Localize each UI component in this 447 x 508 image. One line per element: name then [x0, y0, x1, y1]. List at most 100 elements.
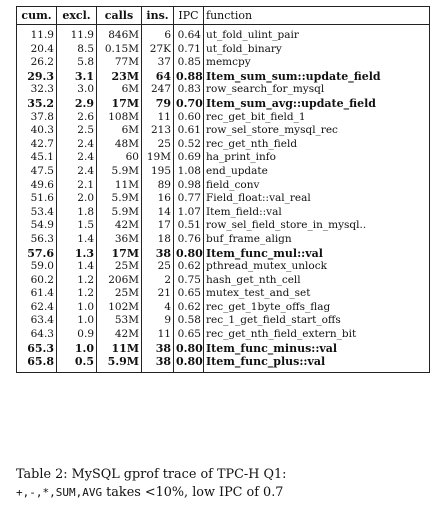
- cell-excl: 1.3: [56, 246, 97, 261]
- cell-function: row_search_for_mysql: [203, 83, 430, 97]
- cell-cum: 11.9: [16, 24, 57, 43]
- cell-ins: 11: [141, 328, 174, 342]
- table-row: 63.4 1.0 53M 9 0.58 rec_1_get_field_start_off…: [16, 314, 430, 329]
- cell-excl: 1.4: [56, 232, 97, 247]
- cell-ins: 89: [141, 178, 174, 193]
- table-row: 62.4 1.0 102M 4 0.62 rec_get_1byte_offs_flag: [16, 300, 430, 315]
- caption-operators: +,-,*,SUM,AVG: [16, 486, 103, 499]
- cell-ins: 19M: [141, 151, 174, 165]
- caption-line-1: Table 2: MySQL gprof trace of TPC-H Q1:: [16, 467, 287, 482]
- table-row: 32.3 3.0 6M 247 0.83 row_search_for_mysql: [16, 83, 430, 97]
- gprof-table-container: cum. excl. calls ins. IPC function 11.9 1…: [16, 6, 430, 373]
- cell-cum: 59.0: [16, 260, 57, 274]
- cell-calls: 108M: [96, 110, 142, 125]
- cell-ipc: 0.62: [173, 260, 204, 274]
- cell-excl: 3.0: [56, 83, 97, 97]
- cell-calls: 5.9M: [96, 355, 142, 373]
- cell-ins: 247: [141, 83, 174, 97]
- cell-function: row_sel_store_mysql_rec: [203, 124, 430, 138]
- cell-cum: 65.8: [16, 355, 57, 373]
- cell-calls: 17M: [96, 246, 142, 261]
- cell-ins: 79: [141, 96, 174, 111]
- cell-cum: 63.4: [16, 314, 57, 329]
- table-row: 37.8 2.6 108M 11 0.60 rec_get_bit_field_1: [16, 110, 430, 125]
- cell-excl: 8.5: [56, 42, 97, 57]
- table-row: 11.9 11.9 846M 6 0.64 ut_fold_ulint_pair: [16, 24, 430, 43]
- table-row: 45.1 2.4 60 19M 0.69 ha_print_info: [16, 151, 430, 165]
- cell-cum: 40.3: [16, 124, 57, 138]
- cell-ins: 17: [141, 219, 174, 233]
- cell-calls: 25M: [96, 260, 142, 274]
- cell-excl: 1.5: [56, 219, 97, 233]
- cell-calls: 42M: [96, 219, 142, 233]
- table-row: 57.6 1.3 17M 38 0.80 Item_func_mul::val: [16, 246, 430, 261]
- header-cum: cum.: [16, 6, 57, 25]
- cell-ipc: 0.52: [173, 137, 204, 152]
- table-row: 61.4 1.2 25M 21 0.65 mutex_test_and_set: [16, 287, 430, 301]
- table-row: 35.2 2.9 17M 79 0.70 Item_sum_avg::update_fie…: [16, 96, 430, 111]
- cell-ins: 18: [141, 232, 174, 247]
- cell-ipc: 0.80: [173, 355, 204, 373]
- cell-excl: 2.0: [56, 192, 97, 206]
- cell-function: hash_get_nth_cell: [203, 273, 430, 288]
- cell-function: ut_fold_ulint_pair: [203, 24, 430, 43]
- header-ipc: IPC: [173, 6, 204, 25]
- cell-ins: 4: [141, 300, 174, 315]
- cell-ins: 6: [141, 24, 174, 43]
- cell-ins: 14: [141, 205, 174, 220]
- cell-ipc: 0.75: [173, 273, 204, 288]
- cell-calls: 846M: [96, 24, 142, 43]
- header-calls: calls: [96, 6, 142, 25]
- cell-calls: 53M: [96, 314, 142, 329]
- cell-function: mutex_test_and_set: [203, 287, 430, 301]
- cell-excl: 2.5: [56, 124, 97, 138]
- cell-calls: 5.9M: [96, 205, 142, 220]
- table-row: 64.3 0.9 42M 11 0.65 rec_get_nth_field_extern…: [16, 328, 430, 342]
- cell-ins: 2: [141, 273, 174, 288]
- cell-function: pthread_mutex_unlock: [203, 260, 430, 274]
- cell-function: field_conv: [203, 178, 430, 193]
- cell-function: rec_get_nth_field_extern_bit: [203, 328, 430, 342]
- cell-excl: 1.0: [56, 341, 97, 356]
- cell-calls: 48M: [96, 137, 142, 152]
- cell-ipc: 1.07: [173, 205, 204, 220]
- cell-ipc: 0.70: [173, 96, 204, 111]
- cell-excl: 0.9: [56, 328, 97, 342]
- cell-ipc: 0.61: [173, 124, 204, 138]
- cell-ipc: 0.71: [173, 42, 204, 57]
- cell-function: rec_get_1byte_offs_flag: [203, 300, 430, 315]
- cell-calls: 42M: [96, 328, 142, 342]
- cell-excl: 2.4: [56, 164, 97, 179]
- cell-function: Item_func_mul::val: [203, 246, 430, 261]
- cell-ipc: 0.65: [173, 287, 204, 301]
- cell-ipc: 0.77: [173, 192, 204, 206]
- cell-function: rec_get_nth_field: [203, 137, 430, 152]
- table-row: 40.3 2.5 6M 213 0.61 row_sel_store_mysql_rec: [16, 124, 430, 138]
- cell-excl: 1.0: [56, 300, 97, 315]
- cell-ipc: 0.85: [173, 56, 204, 70]
- cell-calls: 5.9M: [96, 164, 142, 179]
- table-row: 49.6 2.1 11M 89 0.98 field_conv: [16, 178, 430, 193]
- table-row: 60.2 1.2 206M 2 0.75 hash_get_nth_cell: [16, 273, 430, 288]
- cell-cum: 62.4: [16, 300, 57, 315]
- cell-calls: 17M: [96, 96, 142, 111]
- table-header-row: cum. excl. calls ins. IPC function: [16, 6, 430, 25]
- cell-function: Item_sum_sum::update_field: [203, 69, 430, 84]
- cell-cum: 56.3: [16, 232, 57, 247]
- cell-calls: 23M: [96, 69, 142, 84]
- table-row: 59.0 1.4 25M 25 0.62 pthread_mutex_unlock: [16, 260, 430, 274]
- cell-cum: 53.4: [16, 205, 57, 220]
- cell-cum: 35.2: [16, 96, 57, 111]
- table-body: 11.9 11.9 846M 6 0.64 ut_fold_ulint_pair 20.4 8…: [16, 24, 430, 373]
- cell-cum: 29.3: [16, 69, 57, 84]
- cell-ipc: 0.60: [173, 110, 204, 125]
- cell-ipc: 0.69: [173, 151, 204, 165]
- cell-ins: 38: [141, 355, 174, 373]
- cell-ins: 38: [141, 341, 174, 356]
- cell-cum: 65.3: [16, 341, 57, 356]
- cell-ins: 37: [141, 56, 174, 70]
- table-row: 56.3 1.4 36M 18 0.76 buf_frame_align: [16, 232, 430, 247]
- cell-ins: 64: [141, 69, 174, 84]
- cell-ipc: 0.98: [173, 178, 204, 193]
- cell-function: Item_func_plus::val: [203, 355, 430, 373]
